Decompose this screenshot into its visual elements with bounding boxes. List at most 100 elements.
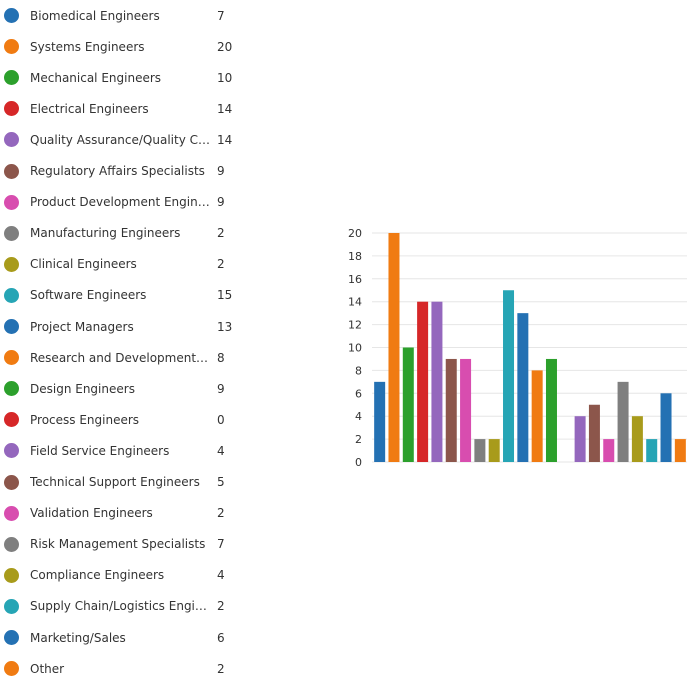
legend-swatch-icon bbox=[4, 474, 19, 490]
legend-label: Field Service Engineers bbox=[30, 443, 170, 458]
legend-swatch-icon bbox=[4, 287, 19, 303]
legend-item[interactable]: Mechanical Engineers 10 bbox=[0, 62, 250, 93]
legend-item[interactable]: Software Engineers 15 bbox=[0, 280, 250, 311]
legend-item[interactable]: Technical Support Engineers 5 bbox=[0, 467, 250, 498]
legend-label: Design Engineers bbox=[30, 381, 135, 396]
y-tick-label: 8 bbox=[355, 364, 362, 377]
legend-swatch-icon bbox=[4, 163, 19, 179]
bar[interactable] bbox=[660, 393, 672, 462]
bar[interactable] bbox=[603, 439, 615, 462]
legend-item[interactable]: Design Engineers 9 bbox=[0, 373, 250, 404]
legend-count: 9 bbox=[217, 381, 225, 396]
legend-count: 2 bbox=[217, 506, 225, 521]
legend-item[interactable]: Biomedical Engineers 7 bbox=[0, 0, 250, 31]
legend-swatch-icon bbox=[4, 101, 19, 117]
legend-count: 7 bbox=[217, 537, 225, 552]
legend-count: 9 bbox=[217, 195, 225, 210]
legend-count: 15 bbox=[217, 288, 233, 303]
legend-count: 14 bbox=[217, 132, 233, 147]
y-tick-label: 10 bbox=[348, 342, 362, 355]
legend-label: Compliance Engineers bbox=[30, 568, 165, 583]
legend-label: Supply Chain/Logistics Engineers bbox=[30, 599, 210, 614]
legend-item[interactable]: Research and Development Scie... 8 bbox=[0, 342, 250, 373]
bar[interactable] bbox=[545, 358, 557, 462]
bar[interactable] bbox=[631, 416, 643, 462]
legend-swatch-icon bbox=[4, 598, 19, 614]
legend-item[interactable]: Field Service Engineers 4 bbox=[0, 435, 250, 466]
legend-label: Validation Engineers bbox=[30, 506, 153, 521]
legend-item[interactable]: Manufacturing Engineers 2 bbox=[0, 218, 250, 249]
bar[interactable] bbox=[417, 301, 429, 462]
legend-swatch-icon bbox=[4, 256, 19, 272]
legend-swatch-icon bbox=[4, 381, 19, 397]
legend-label: Product Development Engineers bbox=[30, 195, 210, 210]
bar[interactable] bbox=[474, 439, 486, 462]
bar[interactable] bbox=[574, 416, 586, 462]
legend-item[interactable]: Quality Assurance/Quality Contr... 14 bbox=[0, 124, 250, 155]
legend-swatch-icon bbox=[4, 194, 19, 210]
y-tick-label: 0 bbox=[355, 456, 362, 469]
y-tick-label: 12 bbox=[348, 319, 362, 332]
legend-swatch-icon bbox=[4, 39, 19, 55]
legend-item[interactable]: Supply Chain/Logistics Engineers 2 bbox=[0, 591, 250, 622]
legend-label: Clinical Engineers bbox=[30, 257, 137, 272]
bar[interactable] bbox=[531, 370, 543, 462]
legend-item[interactable]: Validation Engineers 2 bbox=[0, 498, 250, 529]
legend-count: 4 bbox=[217, 443, 225, 458]
bar[interactable] bbox=[517, 313, 529, 462]
bar[interactable] bbox=[674, 439, 686, 462]
legend-item[interactable]: Risk Management Specialists 7 bbox=[0, 529, 250, 560]
bar[interactable] bbox=[617, 381, 629, 462]
bar[interactable] bbox=[388, 233, 400, 462]
legend-label: Research and Development Scie... bbox=[30, 350, 210, 365]
bar[interactable] bbox=[374, 381, 386, 462]
legend-label: Process Engineers bbox=[30, 412, 140, 427]
bar[interactable] bbox=[646, 439, 658, 462]
bar[interactable] bbox=[402, 347, 414, 463]
legend-count: 10 bbox=[217, 70, 233, 85]
legend-item[interactable]: Regulatory Affairs Specialists 9 bbox=[0, 156, 250, 187]
legend-count: 9 bbox=[217, 164, 225, 178]
legend-item[interactable]: Marketing/Sales 6 bbox=[0, 622, 250, 653]
legend-item[interactable]: Compliance Engineers 4 bbox=[0, 560, 250, 591]
bar[interactable] bbox=[488, 439, 500, 462]
legend-count: 8 bbox=[217, 350, 225, 365]
legend-label: Technical Support Engineers bbox=[30, 475, 200, 489]
legend-label: Risk Management Specialists bbox=[30, 537, 206, 552]
legend-label: Systems Engineers bbox=[30, 39, 145, 54]
legend-swatch-icon bbox=[4, 70, 19, 86]
bar[interactable] bbox=[503, 290, 515, 462]
legend-item[interactable]: Project Managers 13 bbox=[0, 311, 250, 342]
y-tick-label: 18 bbox=[348, 250, 362, 263]
legend-label: Marketing/Sales bbox=[30, 630, 126, 645]
legend-swatch-icon bbox=[4, 661, 19, 677]
y-tick-label: 6 bbox=[355, 387, 362, 400]
legend-item[interactable]: Process Engineers 0 bbox=[0, 404, 250, 435]
legend-swatch-icon bbox=[4, 132, 19, 148]
bar[interactable] bbox=[460, 358, 472, 462]
legend-swatch-icon bbox=[4, 630, 19, 645]
legend-label: Quality Assurance/Quality Contr... bbox=[30, 132, 210, 147]
legend-item[interactable]: Systems Engineers 20 bbox=[0, 31, 250, 62]
legend-label: Other bbox=[30, 661, 65, 676]
legend-swatch-icon bbox=[4, 8, 19, 23]
legend-label: Regulatory Affairs Specialists bbox=[30, 164, 205, 178]
legend-item[interactable]: Electrical Engineers 14 bbox=[0, 93, 250, 124]
legend-count: 5 bbox=[217, 475, 225, 489]
legend-count: 6 bbox=[217, 630, 225, 645]
legend-swatch-icon bbox=[4, 443, 19, 459]
legend-count: 13 bbox=[217, 319, 233, 334]
legend-item[interactable]: Clinical Engineers 2 bbox=[0, 249, 250, 280]
legend-label: Manufacturing Engineers bbox=[30, 226, 181, 241]
legend-swatch-icon bbox=[4, 319, 19, 334]
legend-count: 2 bbox=[217, 661, 225, 676]
bar[interactable] bbox=[445, 358, 457, 462]
bar[interactable] bbox=[588, 404, 600, 462]
legend-count: 4 bbox=[217, 568, 225, 583]
y-tick-label: 16 bbox=[348, 273, 362, 286]
bar[interactable] bbox=[431, 301, 443, 462]
legend-swatch-icon bbox=[4, 505, 19, 521]
legend-item[interactable]: Product Development Engineers 9 bbox=[0, 187, 250, 218]
legend-label: Biomedical Engineers bbox=[30, 8, 160, 23]
legend-item[interactable]: Other 2 bbox=[0, 653, 250, 684]
